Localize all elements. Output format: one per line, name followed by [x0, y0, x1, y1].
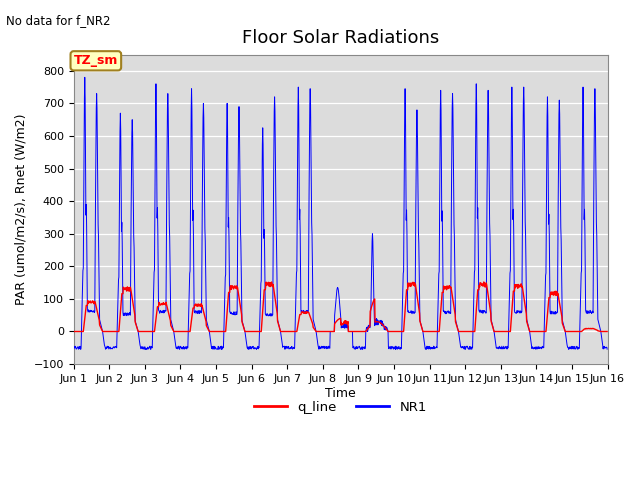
NR1	[248, 344, 256, 349]
NR1	[392, 347, 399, 352]
q_line	[424, 329, 431, 335]
Legend: q_line, NR1: q_line, NR1	[248, 396, 433, 420]
q_line	[175, 329, 183, 335]
q_line	[540, 329, 548, 335]
Text: TZ_sm: TZ_sm	[74, 54, 118, 67]
q_line	[268, 279, 275, 285]
Title: Floor Solar Radiations: Floor Solar Radiations	[242, 29, 439, 48]
NR1	[176, 347, 184, 352]
X-axis label: Time: Time	[325, 386, 356, 399]
Text: No data for f_NR2: No data for f_NR2	[6, 14, 111, 27]
q_line	[70, 329, 77, 335]
Line: q_line: q_line	[74, 282, 607, 332]
NR1	[81, 74, 88, 80]
q_line	[188, 311, 196, 317]
NR1	[541, 316, 548, 322]
NR1	[604, 346, 611, 352]
Y-axis label: PAR (umol/m2/s), Rnet (W/m2): PAR (umol/m2/s), Rnet (W/m2)	[15, 114, 28, 305]
NR1	[189, 217, 196, 223]
NR1	[70, 346, 77, 352]
q_line	[248, 329, 256, 335]
NR1	[493, 346, 501, 351]
q_line	[604, 329, 611, 335]
NR1	[424, 346, 431, 351]
q_line	[493, 329, 501, 335]
Line: NR1: NR1	[74, 77, 607, 349]
